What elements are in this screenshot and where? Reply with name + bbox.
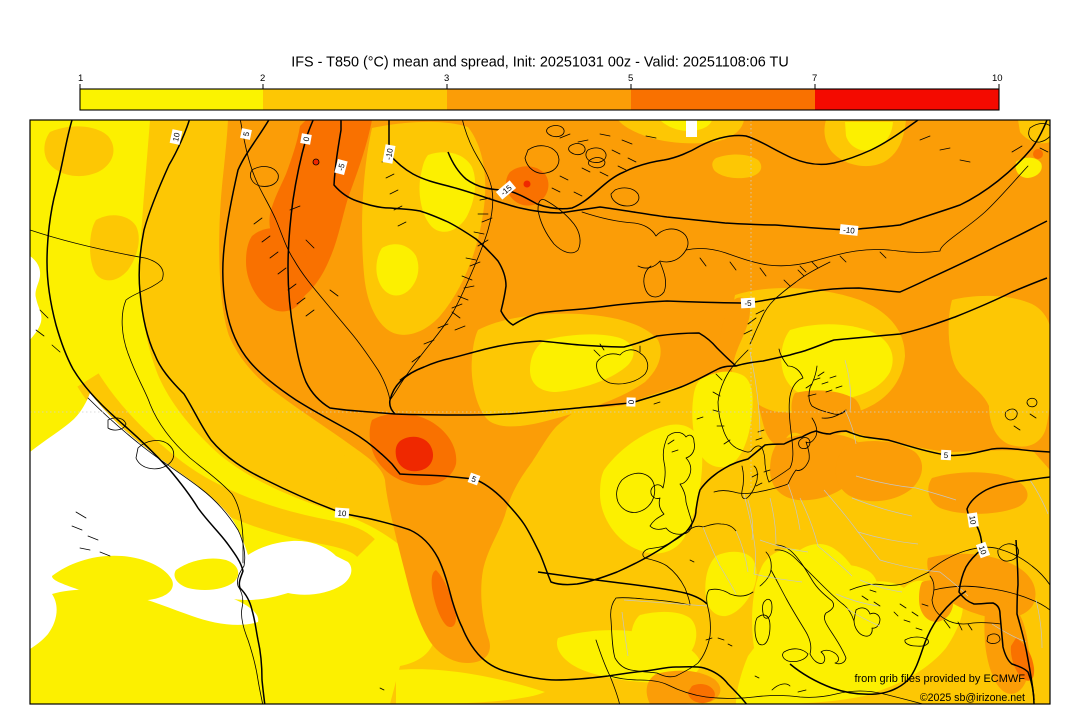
svg-text:from grib files provided by EC: from grib files provided by ECMWF (854, 673, 1025, 685)
svg-text:10: 10 (992, 73, 1003, 84)
svg-text:0: 0 (302, 136, 312, 142)
svg-text:1: 1 (78, 73, 83, 84)
svg-text:-10: -10 (843, 225, 856, 235)
svg-text:10: 10 (967, 515, 977, 526)
svg-text:-5: -5 (336, 162, 347, 172)
svg-text:7: 7 (812, 73, 817, 84)
svg-text:10: 10 (337, 509, 347, 519)
svg-text:IFS - T850 (°C) mean and sprea: IFS - T850 (°C) mean and spread, Init: 2… (291, 55, 788, 71)
svg-text:5: 5 (944, 451, 949, 460)
svg-text:10: 10 (977, 544, 989, 556)
svg-text:-5: -5 (744, 299, 752, 308)
svg-text:5: 5 (242, 130, 252, 137)
svg-text:5: 5 (470, 474, 478, 484)
svg-text:0: 0 (627, 399, 636, 404)
svg-text:©2025 sb@irizone.net: ©2025 sb@irizone.net (920, 692, 1025, 704)
svg-text:3: 3 (444, 73, 449, 84)
svg-text:-10: -10 (384, 147, 395, 160)
svg-text:2: 2 (260, 73, 265, 84)
svg-text:5: 5 (628, 73, 633, 84)
svg-text:10: 10 (171, 131, 182, 142)
